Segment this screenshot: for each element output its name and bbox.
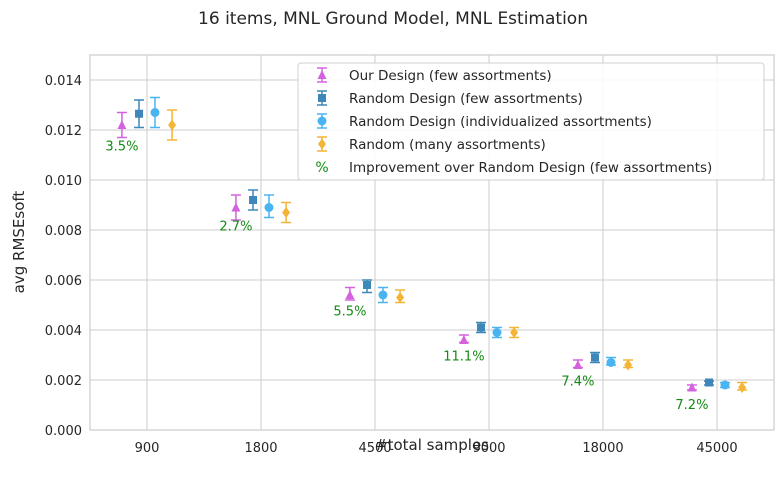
improvement-label: 11.1% bbox=[443, 349, 484, 364]
x-tick-label: 4500 bbox=[358, 441, 391, 456]
x-tick-label: 1800 bbox=[244, 441, 277, 456]
legend-marker bbox=[318, 138, 326, 150]
data-point bbox=[396, 292, 405, 303]
data-point bbox=[705, 378, 714, 387]
data-point bbox=[477, 323, 486, 332]
data-point bbox=[378, 290, 388, 300]
y-tick-label: 0.006 bbox=[45, 274, 82, 289]
data-point bbox=[492, 328, 502, 337]
data-point bbox=[231, 202, 241, 212]
data-point bbox=[363, 281, 372, 289]
x-tick-label: 9000 bbox=[472, 441, 505, 456]
data-point bbox=[282, 207, 291, 218]
improvement-labels: 3.5% 2.7% 5.5% 11.1% 7.4% 7.2% bbox=[105, 139, 708, 413]
data-point bbox=[687, 382, 697, 392]
data-point bbox=[117, 120, 127, 129]
improvement-label: 7.2% bbox=[675, 398, 708, 413]
data-point bbox=[720, 380, 730, 390]
data-point bbox=[591, 353, 600, 362]
y-tick-label: 0.010 bbox=[45, 174, 82, 189]
legend-marker bbox=[317, 70, 327, 79]
legend-label: Random (many assortments) bbox=[349, 137, 546, 153]
y-axis-label: avg RMSEsoft bbox=[10, 191, 28, 294]
y-tick-label: 0.008 bbox=[45, 224, 82, 239]
grid bbox=[90, 55, 774, 431]
plot-frame bbox=[89, 54, 775, 431]
legend-label: Random Design (individualized assortment… bbox=[349, 114, 652, 130]
data-point bbox=[606, 358, 616, 367]
legend-label: Random Design (few assortments) bbox=[349, 91, 583, 107]
improvement-label: 2.7% bbox=[219, 219, 252, 234]
x-tick-label: 45000 bbox=[696, 441, 737, 456]
x-axis-label: #total samples bbox=[375, 436, 489, 454]
series-4 bbox=[167, 109, 748, 393]
legend-label: Improvement over Random Design (few asso… bbox=[349, 160, 712, 176]
y-tick-label: 0.014 bbox=[45, 74, 82, 89]
data-marks bbox=[116, 96, 748, 393]
data-point bbox=[345, 290, 355, 299]
legend-marker bbox=[318, 94, 326, 102]
chart-title: 16 items, MNL Ground Model, MNL Estimati… bbox=[198, 9, 588, 29]
improvement-label: 7.4% bbox=[561, 374, 594, 389]
data-point bbox=[624, 359, 633, 371]
series-2 bbox=[134, 99, 715, 387]
axis-ticks: 0.000 0.002 0.004 0.006 0.008 0.010 0.012 0.014… bbox=[45, 74, 738, 456]
legend-marker bbox=[317, 116, 327, 126]
series-3 bbox=[149, 96, 730, 390]
data-point bbox=[510, 327, 519, 338]
x-tick-label: 900 bbox=[135, 441, 160, 456]
legend-percent-icon: % bbox=[315, 160, 328, 176]
data-point bbox=[249, 196, 258, 204]
data-point bbox=[150, 108, 160, 117]
legend-box bbox=[297, 62, 765, 181]
x-tick-label: 18000 bbox=[582, 441, 623, 456]
improvement-label: 5.5% bbox=[333, 304, 366, 319]
y-tick-label: 0.000 bbox=[45, 424, 82, 439]
improvement-label: 3.5% bbox=[105, 139, 138, 154]
y-tick-label: 0.012 bbox=[45, 124, 82, 139]
data-point bbox=[135, 109, 144, 118]
data-point bbox=[573, 360, 583, 369]
y-tick-label: 0.004 bbox=[45, 324, 82, 339]
legend-label: Our Design (few assortments) bbox=[349, 68, 552, 84]
data-point bbox=[168, 119, 177, 131]
data-point bbox=[738, 382, 747, 393]
series-1 bbox=[116, 111, 697, 392]
data-point bbox=[264, 203, 274, 212]
data-point bbox=[459, 335, 469, 344]
y-tick-label: 0.002 bbox=[45, 374, 82, 389]
legend: Our Design (few assortments) Random Desig… bbox=[297, 62, 765, 181]
